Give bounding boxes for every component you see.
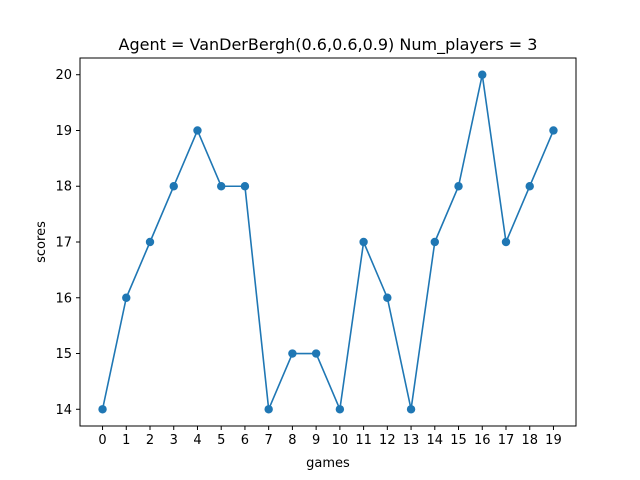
data-point bbox=[240, 182, 250, 191]
data-point bbox=[98, 405, 107, 414]
y-tick-label: 17 bbox=[55, 236, 72, 251]
data-point bbox=[359, 237, 368, 247]
x-tick-label: 14 bbox=[427, 433, 444, 448]
data-point bbox=[525, 182, 534, 191]
x-tick-label: 2 bbox=[146, 433, 154, 448]
x-tick-label: 4 bbox=[193, 433, 201, 448]
data-point bbox=[430, 237, 439, 247]
x-tick-label: 7 bbox=[265, 433, 273, 448]
data-point bbox=[501, 237, 511, 247]
chart-title: Agent = VanDerBergh(0.6,0.6,0.9) Num_pla… bbox=[119, 35, 538, 55]
x-tick-label: 18 bbox=[521, 433, 538, 448]
y-tick-label: 15 bbox=[55, 347, 72, 362]
x-tick-label: 6 bbox=[241, 433, 249, 448]
data-point bbox=[193, 126, 202, 135]
plot-area: 0 1 2 3 4 5 6 7 8 9 10 11 12 13 14 15 16 17 18 191415161718… bbox=[55, 57, 577, 448]
data-point bbox=[217, 182, 226, 191]
x-tick-label: 5 bbox=[217, 433, 225, 448]
x-tick-label: 12 bbox=[379, 433, 396, 448]
x-tick-label: 9 bbox=[312, 433, 320, 448]
x-axis-label: games bbox=[306, 456, 350, 471]
x-tick-label: 19 bbox=[545, 433, 562, 448]
data-point bbox=[406, 405, 416, 414]
data-point bbox=[264, 405, 273, 414]
data-point bbox=[454, 182, 463, 191]
x-tick-label: 8 bbox=[288, 433, 296, 448]
y-axis-label: scores bbox=[34, 221, 49, 263]
data-point bbox=[335, 405, 345, 414]
y-tick-label: 20 bbox=[55, 68, 72, 83]
x-tick-label: 0 bbox=[98, 433, 106, 448]
x-tick-label: 15 bbox=[450, 433, 467, 448]
data-point bbox=[383, 293, 392, 302]
data-point bbox=[288, 349, 297, 358]
y-tick-label: 18 bbox=[55, 180, 72, 195]
data-point bbox=[145, 237, 155, 247]
series-line bbox=[101, 73, 555, 411]
x-tick-label: 3 bbox=[170, 433, 178, 448]
x-tick-label: 1 bbox=[122, 433, 130, 448]
x-tick-label: 16 bbox=[474, 433, 491, 448]
data-point bbox=[311, 349, 321, 358]
data-point bbox=[478, 70, 487, 79]
y-tick-label: 19 bbox=[55, 124, 72, 139]
x-tick-label: 13 bbox=[403, 433, 420, 448]
x-tick-label: 10 bbox=[332, 433, 349, 448]
x-tick-label: 17 bbox=[498, 433, 515, 448]
data-point bbox=[169, 182, 178, 191]
data-point bbox=[549, 126, 558, 135]
y-tick-label: 14 bbox=[55, 403, 72, 418]
x-tick-label: 11 bbox=[355, 433, 372, 448]
data-point bbox=[122, 293, 131, 302]
y-tick-label: 16 bbox=[55, 291, 72, 306]
